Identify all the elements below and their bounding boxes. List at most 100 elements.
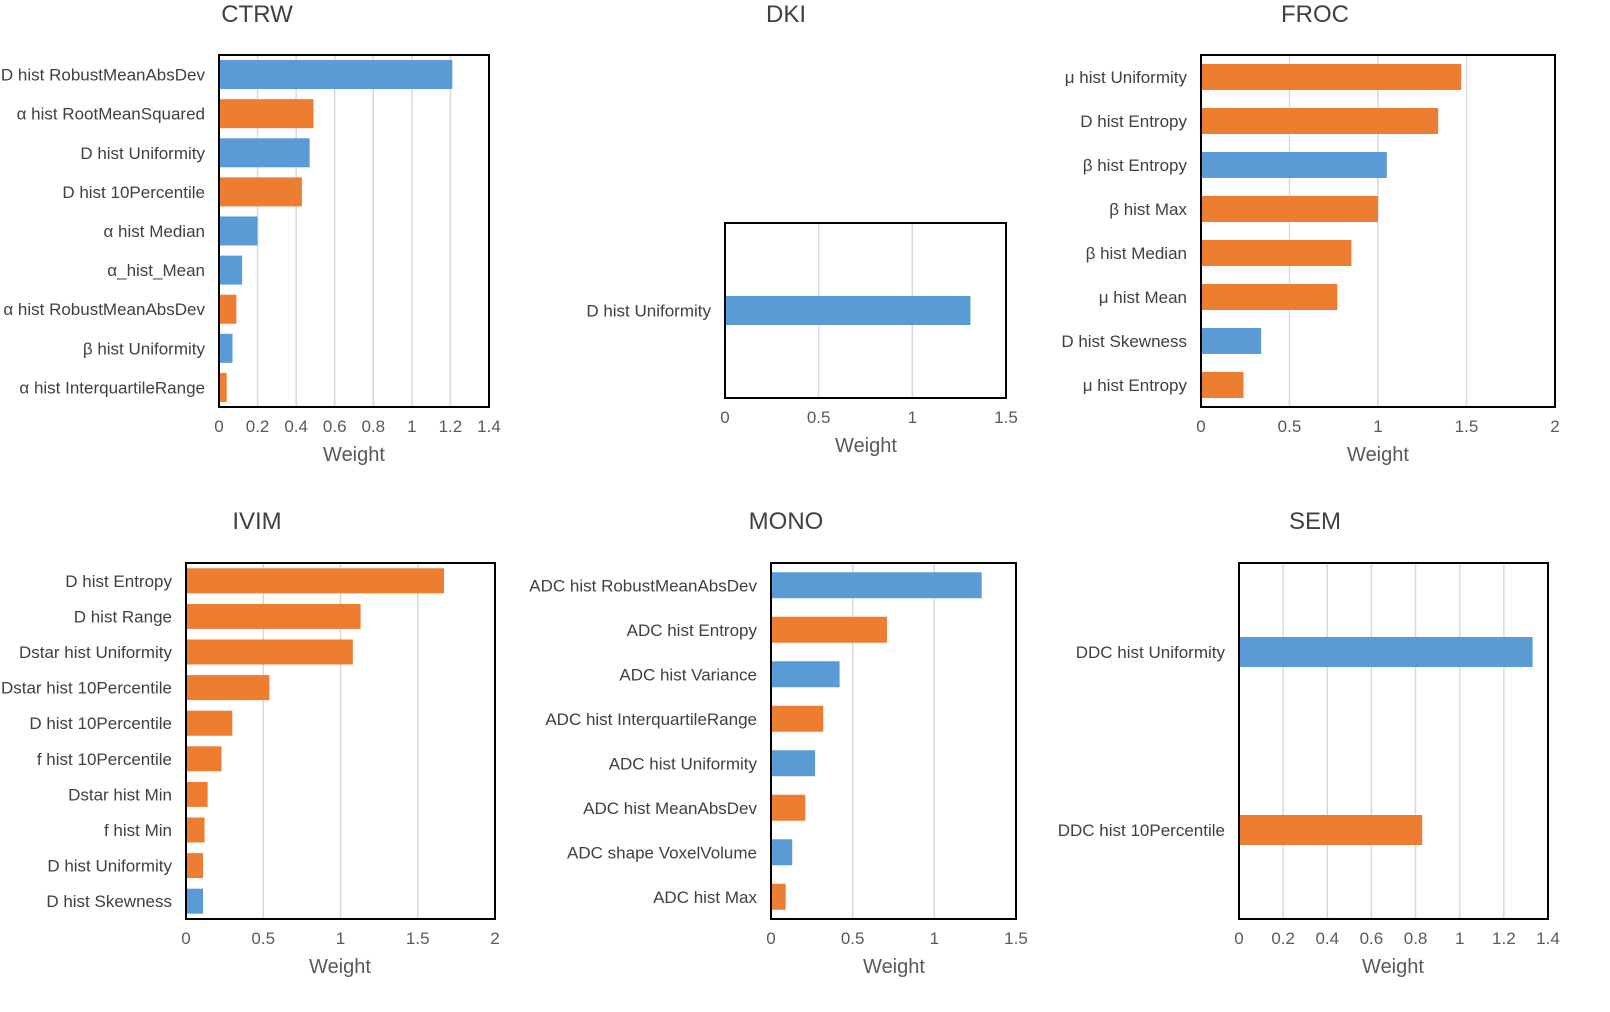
category-label: β hist Max [1109, 200, 1187, 219]
chart-title: CTRW [221, 1, 293, 28]
bar [1201, 284, 1338, 310]
x-tick-label: 0 [1234, 929, 1243, 948]
category-label: DDC hist Uniformity [1076, 643, 1226, 662]
bar [219, 216, 258, 246]
x-tick-label: 0 [214, 417, 223, 436]
bar [186, 603, 361, 629]
bar [1201, 108, 1439, 134]
bar [1201, 328, 1262, 354]
x-tick-label: 1 [908, 408, 917, 427]
category-label: α hist RootMeanSquared [17, 105, 205, 124]
bar [771, 705, 824, 732]
x-tick-label: 0.2 [246, 417, 270, 436]
category-label: μ hist Mean [1099, 288, 1187, 307]
category-label: D hist Uniformity [47, 857, 172, 876]
x-tick-label: 0.5 [1278, 417, 1302, 436]
category-label: D hist Range [74, 607, 172, 626]
chart-title: MONO [749, 508, 824, 535]
bar [771, 883, 786, 910]
category-label: D hist Uniformity [80, 144, 205, 163]
chart-mono: MONO Weight ADC hist RobustMeanAbsDev ADC… [529, 508, 1028, 978]
x-tick-label: 0 [766, 929, 775, 948]
category-label: α hist InterquartileRange [19, 378, 205, 397]
x-tick-label: 1 [407, 417, 416, 436]
x-tick-label: 0.2 [1271, 929, 1295, 948]
bar [219, 177, 302, 207]
chart-ivim: IVIM Weight D hist Entropy D hist Range Ds… [1, 508, 500, 978]
bar [1201, 240, 1352, 266]
category-label: D hist Entropy [1080, 112, 1187, 131]
category-label: f hist 10Percentile [37, 750, 172, 769]
x-axis-label: Weight [1362, 956, 1424, 978]
category-label: μ hist Uniformity [1065, 68, 1188, 87]
x-tick-label: 1.2 [1492, 929, 1516, 948]
bar [1201, 196, 1378, 222]
plot-frame [185, 562, 496, 920]
x-tick-label: 0.8 [361, 417, 385, 436]
category-label: D hist 10Percentile [29, 714, 172, 733]
category-label: D hist 10Percentile [62, 183, 205, 202]
x-tick-label: 0 [720, 408, 729, 427]
category-label: ADC hist InterquartileRange [545, 710, 757, 729]
category-label: μ hist Entropy [1083, 376, 1188, 395]
bar [771, 839, 793, 866]
x-tick-label: 0.4 [284, 417, 308, 436]
x-tick-label: 0.5 [807, 408, 831, 427]
x-tick-label: 1.4 [477, 417, 501, 436]
x-axis-label: Weight [1347, 444, 1409, 466]
category-label: D hist Skewness [1061, 332, 1187, 351]
category-label: α hist Median [104, 222, 206, 241]
bar [1201, 152, 1387, 178]
bar [771, 794, 806, 821]
x-tick-label: 0 [181, 929, 190, 948]
category-label: D hist Entropy [65, 572, 172, 591]
x-tick-label: 2 [1550, 417, 1559, 436]
x-axis-label: Weight [863, 956, 925, 978]
x-tick-label: 2 [490, 929, 499, 948]
category-label: α_hist_Mean [107, 261, 205, 280]
x-tick-label: 0.4 [1315, 929, 1339, 948]
bar [186, 817, 205, 843]
category-label: D hist Skewness [46, 892, 172, 911]
category-label: DDC hist 10Percentile [1058, 821, 1225, 840]
x-tick-label: 0.6 [1360, 929, 1384, 948]
x-axis-label: Weight [309, 956, 371, 978]
category-label: Dstar hist Min [68, 785, 172, 804]
bar [725, 296, 971, 325]
chart-title: DKI [766, 1, 806, 28]
bar [186, 675, 270, 701]
plot-frame [218, 54, 490, 408]
chart-title: SEM [1289, 508, 1341, 535]
bar [219, 372, 227, 402]
bar [186, 710, 233, 736]
category-label: α hist RobustMeanAbsDev [3, 300, 205, 319]
x-tick-label: 1 [930, 929, 939, 948]
category-label: ADC hist Max [653, 888, 757, 907]
bar [186, 639, 353, 665]
bar [186, 888, 203, 914]
plot-frame [724, 222, 1007, 399]
category-label: β hist Median [1086, 244, 1187, 263]
category-label: ADC shape VoxelVolume [567, 843, 757, 862]
category-label: ADC hist RobustMeanAbsDev [529, 576, 757, 595]
category-label: ADC hist Variance [619, 665, 757, 684]
plot-frame [770, 562, 1017, 920]
bar [771, 616, 887, 643]
bar [219, 138, 310, 168]
category-label: β hist Uniformity [83, 339, 206, 358]
chart-ctrw: CTRW Weight D hist RobustMeanAbsDev α his… [1, 1, 501, 466]
bar [1201, 372, 1244, 398]
category-label: D hist RobustMeanAbsDev [1, 66, 206, 85]
x-tick-label: 1.5 [406, 929, 430, 948]
x-tick-label: 0.5 [251, 929, 275, 948]
x-tick-label: 1.5 [994, 408, 1018, 427]
x-axis-label: Weight [835, 435, 897, 457]
plot-frame [1238, 562, 1549, 920]
bar [771, 661, 840, 688]
bar [771, 750, 816, 777]
category-label: ADC hist Uniformity [609, 754, 758, 773]
x-tick-label: 0.6 [323, 417, 347, 436]
bar [186, 781, 208, 807]
x-tick-label: 0.8 [1404, 929, 1428, 948]
bar [219, 60, 453, 90]
